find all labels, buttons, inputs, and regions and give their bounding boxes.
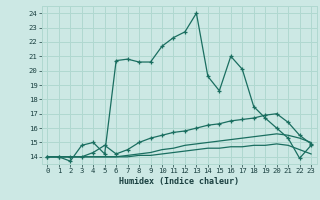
- X-axis label: Humidex (Indice chaleur): Humidex (Indice chaleur): [119, 177, 239, 186]
